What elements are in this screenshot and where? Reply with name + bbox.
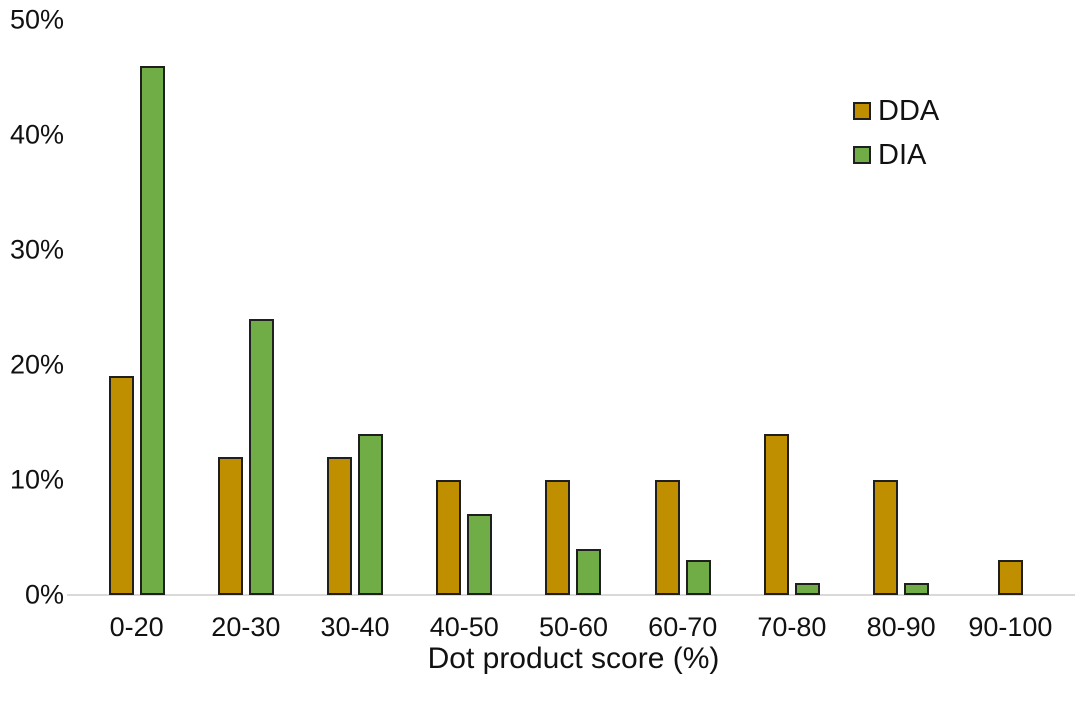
x-tick-label-50-60: 50-60: [538, 612, 609, 642]
category-slot-40-50: [410, 20, 519, 595]
legend-label: DDA: [878, 95, 940, 127]
legend-item-dda: DDA: [853, 94, 939, 128]
bar-dda-80-90: [873, 480, 899, 595]
legend-swatch-icon: [853, 146, 871, 164]
bar-dda-70-80: [763, 434, 789, 595]
y-axis-labels: 0% 10% 20% 30% 40% 50%: [0, 0, 64, 701]
bar-dia-80-90: [904, 583, 930, 595]
category-slot-30-40: [300, 20, 409, 595]
y-tick-label-10pct: 10%: [9, 464, 64, 495]
bar-dia-40-50: [467, 514, 493, 595]
category-slot-80-90: [847, 20, 956, 595]
bar-dda-60-70: [654, 480, 680, 595]
legend: DDA DIA: [853, 94, 939, 182]
bar-dda-30-40: [327, 457, 353, 595]
category-slot-90-100: [956, 20, 1065, 595]
bar-dia-50-60: [576, 549, 602, 595]
y-tick-label-0pct: 0%: [24, 579, 64, 610]
x-tick-label-0-20: 0-20: [109, 612, 164, 642]
category-slot-60-70: [628, 20, 737, 595]
x-axis-labels: 0-20 20-30 30-40 40-50 50-60 60-70 70-80 80-90 9…: [82, 612, 1065, 643]
category-slot-20-30: [191, 20, 300, 595]
category-slot-70-80: [737, 20, 846, 595]
legend-swatch-icon: [853, 102, 871, 120]
bar-dda-20-30: [217, 457, 243, 595]
bar-dda-90-100: [997, 560, 1023, 595]
bar-dia-30-40: [358, 434, 384, 595]
plot-area: [82, 20, 1065, 595]
bar-dia-0-20: [139, 66, 165, 595]
bar-dia-20-30: [248, 319, 274, 595]
x-tick-label-70-80: 70-80: [757, 612, 827, 642]
bar-dia-60-70: [685, 560, 711, 595]
bar-dda-40-50: [436, 480, 462, 595]
y-tick-label-40pct: 40%: [9, 119, 64, 150]
x-tick-label-40-50: 40-50: [429, 612, 499, 642]
x-tick-label-60-70: 60-70: [648, 612, 718, 642]
x-axis-line: [67, 594, 1075, 596]
x-axis-title: Dot product score (%): [427, 642, 720, 675]
x-tick-label-90-100: 90-100: [968, 612, 1053, 642]
bar-dia-70-80: [794, 583, 820, 595]
x-tick-label-20-30: 20-30: [211, 612, 281, 642]
category-slot-0-20: [82, 20, 191, 595]
legend-item-dia: DIA: [853, 138, 939, 172]
legend-label: DIA: [878, 139, 927, 171]
y-tick-label-50pct: 50%: [9, 4, 64, 35]
x-tick-label-30-40: 30-40: [320, 612, 390, 642]
bar-dda-50-60: [545, 480, 571, 595]
y-tick-label-30pct: 30%: [9, 234, 64, 265]
category-slot-50-60: [519, 20, 628, 595]
x-tick-label-80-90: 80-90: [866, 612, 936, 642]
y-tick-label-20pct: 20%: [9, 349, 64, 380]
bar-dda-0-20: [108, 376, 134, 595]
